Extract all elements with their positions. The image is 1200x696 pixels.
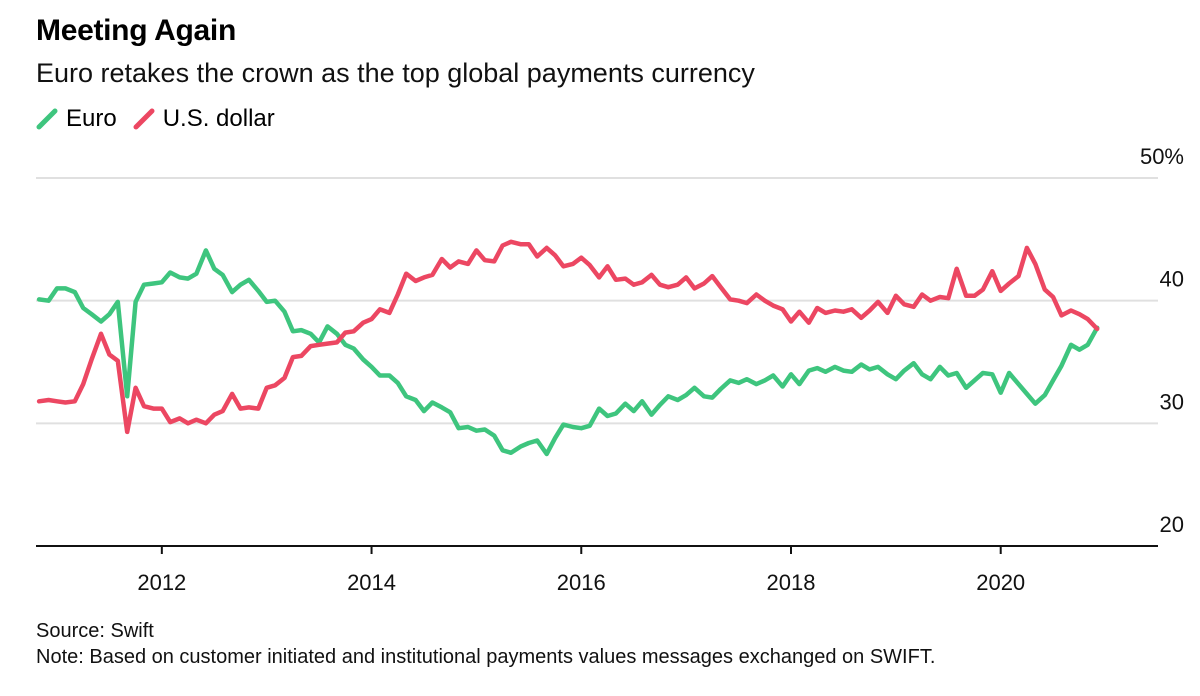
x-tick-label-2016: 2016 [557, 570, 606, 595]
y-tick-label-40: 40 [1160, 267, 1184, 292]
x-tick-label-2018: 2018 [767, 570, 816, 595]
chart-subtitle: Euro retakes the crown as the top global… [36, 58, 755, 88]
legend-item-usd: U.S. dollar [133, 105, 275, 133]
y-tick-label-30: 30 [1160, 389, 1184, 414]
y-tick-label-50: 50% [1140, 144, 1184, 169]
footnote: Note: Based on customer initiated and in… [36, 646, 936, 668]
legend-item-euro: Euro [36, 105, 117, 133]
chart-legend: Euro U.S. dollar [36, 104, 275, 134]
x-tick-label-2012: 2012 [137, 570, 186, 595]
usd-line [36, 239, 1100, 435]
legend-swatch-euro [36, 108, 58, 130]
legend-label-euro: Euro [66, 105, 117, 132]
series-lines [36, 239, 1100, 457]
legend-label-usd: U.S. dollar [162, 105, 275, 132]
grid-lines [36, 177, 1158, 425]
x-axis: 2012 2014 2016 2018 2020 [36, 545, 1158, 595]
x-tick-label-2020: 2020 [976, 570, 1025, 595]
source-note: Source: Swift [36, 620, 154, 642]
y-axis-labels: 20 30 40 50% [1140, 144, 1184, 537]
legend-swatch-usd [133, 108, 155, 130]
chart-title: Meeting Again [36, 14, 236, 47]
x-tick-label-2014: 2014 [347, 570, 396, 595]
chart-notes: Source: Swift Note: Based on customer in… [36, 618, 935, 670]
y-tick-label-20: 20 [1160, 512, 1184, 537]
euro-line [36, 248, 1100, 457]
